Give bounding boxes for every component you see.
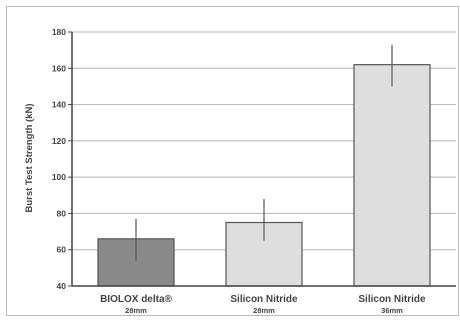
x-category-label: Silicon Nitride bbox=[230, 294, 298, 305]
y-tick-label: 40 bbox=[57, 281, 67, 291]
y-tick-label: 80 bbox=[57, 208, 67, 218]
y-tick-label: 160 bbox=[52, 63, 66, 73]
bar bbox=[353, 64, 431, 287]
y-tick-label: 100 bbox=[52, 172, 66, 182]
y-axis-label: Burst Test Strength (kN) bbox=[24, 103, 35, 212]
y-tick-label: 180 bbox=[52, 27, 66, 37]
y-tick-label: 60 bbox=[57, 245, 67, 255]
chart-frame bbox=[6, 6, 459, 316]
x-category-sublabel: 28mm bbox=[125, 306, 147, 315]
x-category-sublabel: 36mm bbox=[381, 306, 403, 315]
y-tick-label: 140 bbox=[52, 100, 66, 110]
y-tick-label: 120 bbox=[52, 136, 66, 146]
x-category-label: BIOLOX delta® bbox=[100, 294, 172, 305]
x-category-sublabel: 28mm bbox=[253, 306, 275, 315]
x-category-label: Silicon Nitride bbox=[358, 294, 426, 305]
